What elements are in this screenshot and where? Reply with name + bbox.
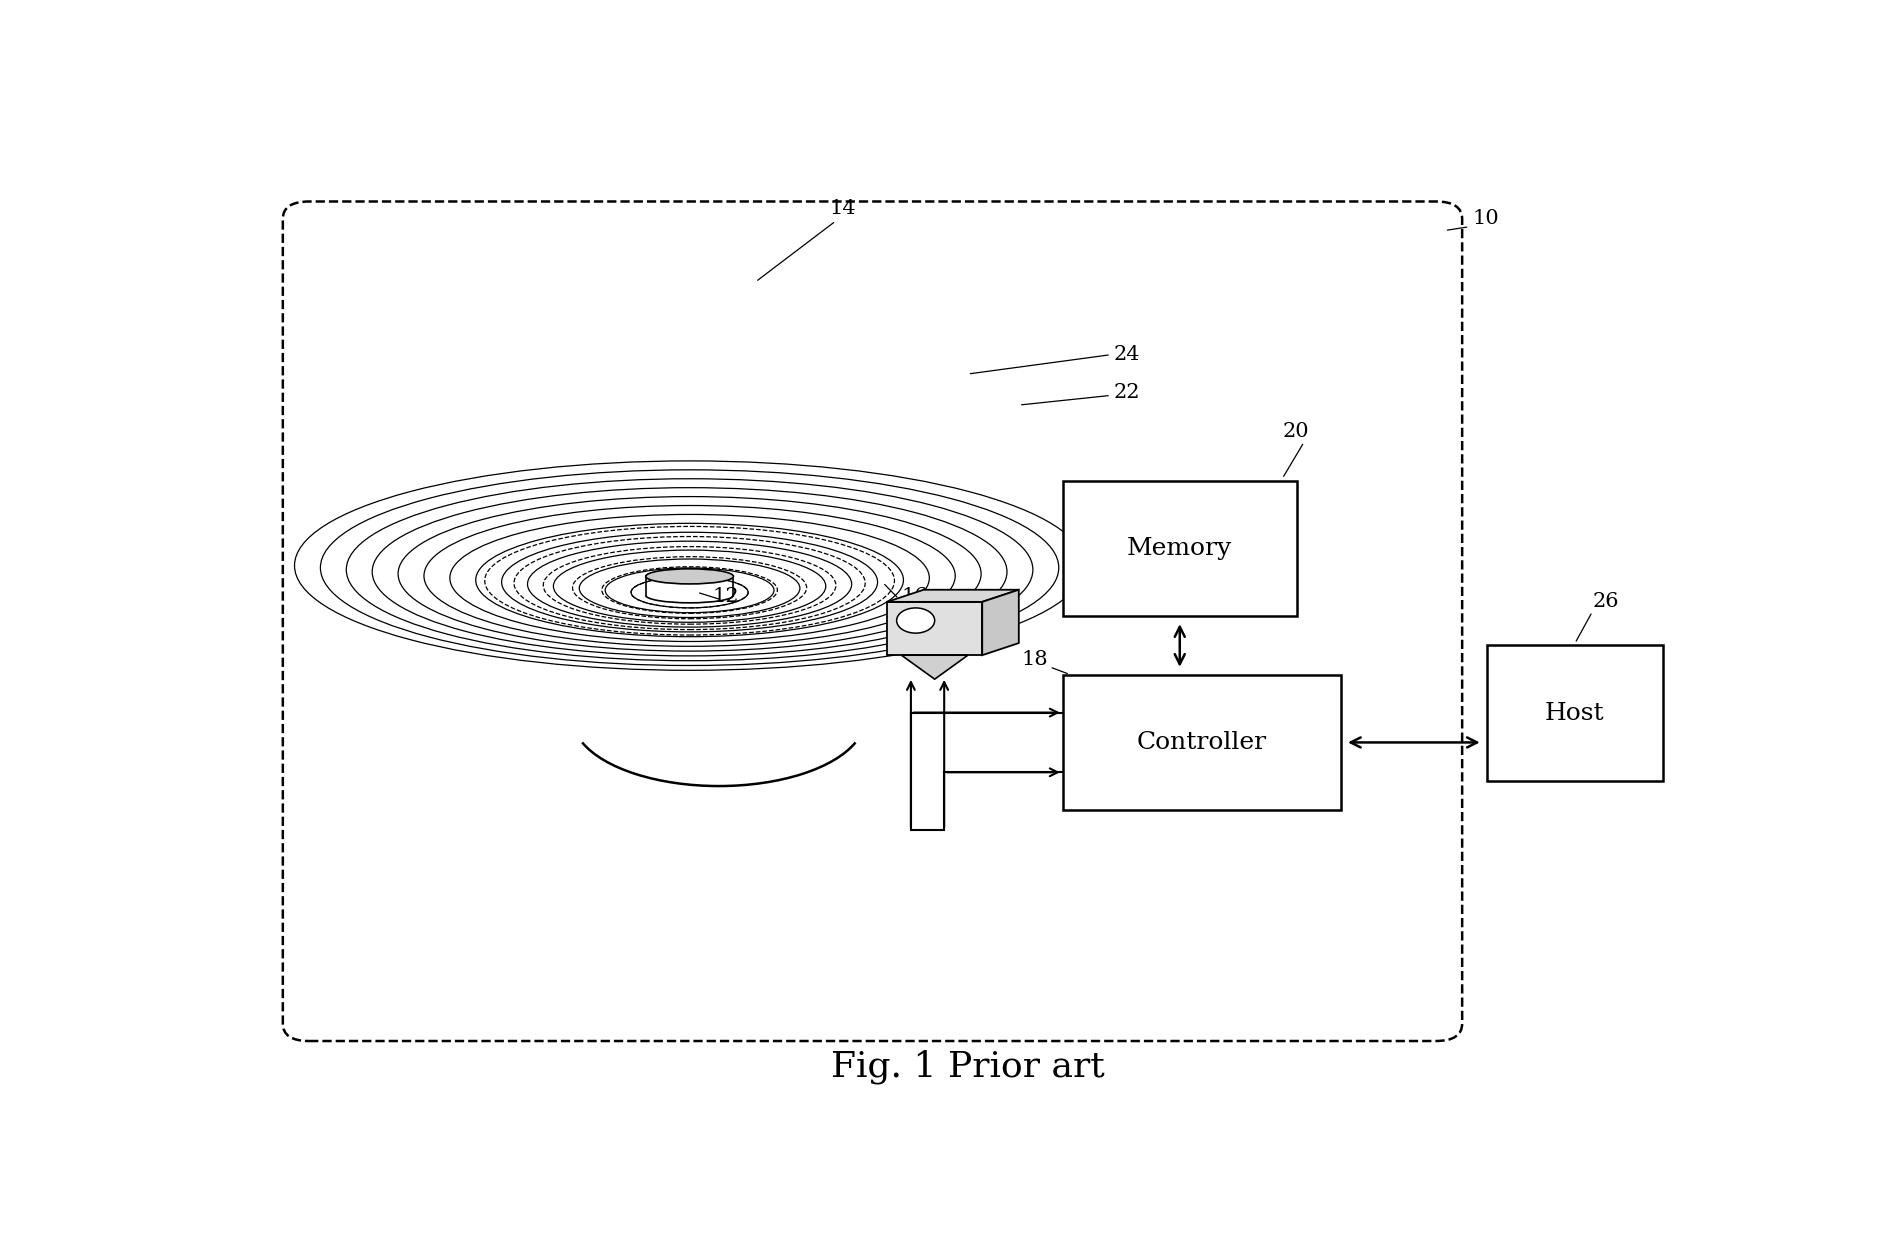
Text: 26: 26 [1592,592,1618,611]
Text: Memory: Memory [1127,538,1233,560]
Text: 12: 12 [714,587,740,606]
Text: 22: 22 [1114,383,1140,403]
Text: 20: 20 [1282,422,1308,441]
Bar [1063,675,1340,811]
Text: Host: Host [1544,701,1605,725]
Bar [1488,646,1663,781]
Polygon shape [982,589,1020,655]
Ellipse shape [646,569,733,584]
Text: Controller: Controller [1137,731,1267,754]
Polygon shape [887,602,982,655]
Text: 14: 14 [831,199,857,218]
Circle shape [897,608,935,633]
Text: 10: 10 [1473,209,1499,228]
Text: 24: 24 [1114,345,1140,364]
Polygon shape [901,655,969,679]
Text: Fig. 1 Prior art: Fig. 1 Prior art [831,1050,1104,1084]
Text: 18: 18 [1021,650,1048,669]
Polygon shape [887,589,1020,602]
Bar [1063,481,1297,617]
Text: 16: 16 [902,587,929,606]
